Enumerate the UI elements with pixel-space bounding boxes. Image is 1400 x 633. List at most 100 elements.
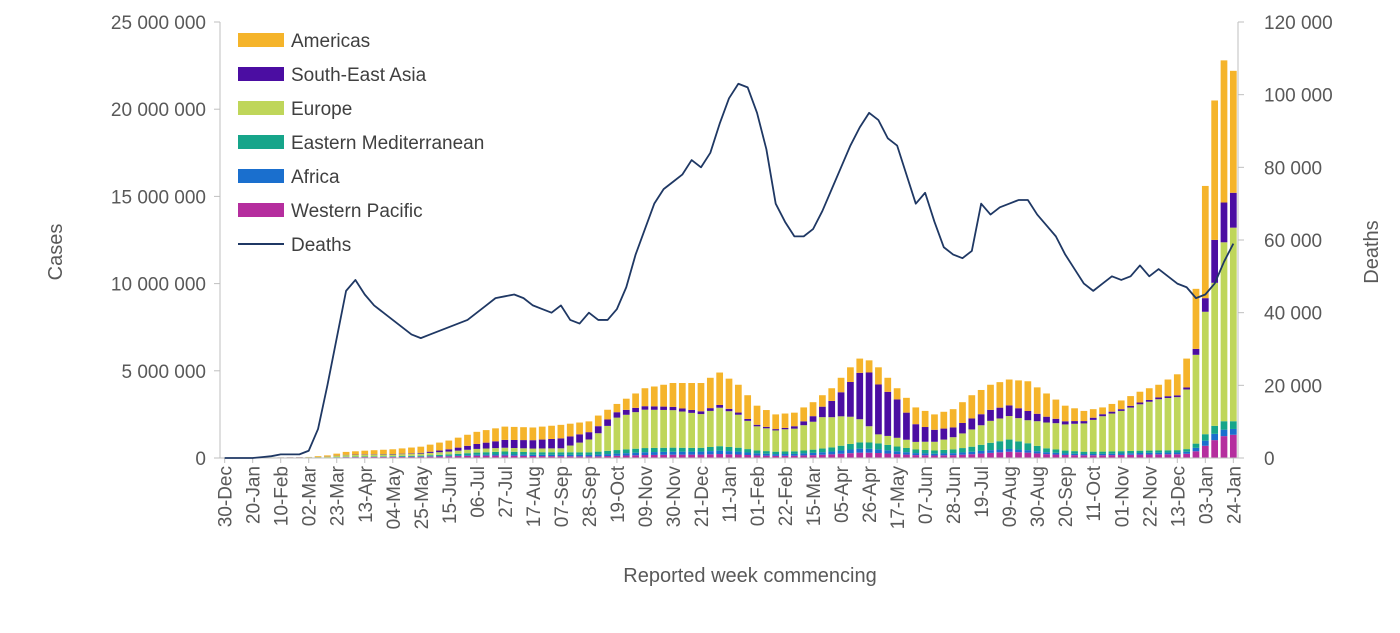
bar-europe-w69 [865,426,873,443]
bar-western-pacific-w74 [912,455,920,458]
bar-americas-w71 [884,377,892,392]
bar-europe-w42 [613,417,621,451]
bar-eastern-mediterranean-w51 [697,447,705,452]
bar-europe-w90 [1061,424,1069,451]
bar-europe-w89 [1052,423,1060,450]
bar-europe-w29 [492,448,499,452]
bar-western-pacific-w50 [688,454,695,458]
bar-western-pacific-w100 [1155,454,1162,458]
bar-western-pacific-w77 [940,455,948,458]
bar-africa-w72 [893,451,901,455]
bar-eastern-mediterranean-w87 [1033,445,1041,452]
bar-europe-w67 [847,416,854,444]
bar-eastern-mediterranean-w62 [800,450,808,454]
bar-africa-w82 [987,450,994,453]
y2-tick-label: 120 000 [1264,13,1333,34]
bar-eastern-mediterranean-w37 [566,452,574,455]
bar-europe-w19 [398,454,406,456]
bar-south-east-asia-w105 [1201,298,1209,312]
bar-south-east-asia-w21 [417,452,425,454]
bar-europe-w105 [1201,311,1209,435]
bar-europe-w76 [931,441,938,451]
bar-south-east-asia-w35 [548,438,555,449]
bar-western-pacific-w46 [650,454,658,458]
bar-europe-w37 [566,445,574,453]
bar-western-pacific-w28 [482,455,490,458]
bar-south-east-asia-w23 [436,450,443,453]
bar-americas-w33 [529,427,537,441]
bar-europe-w27 [473,448,481,453]
bar-western-pacific-w86 [1024,452,1032,458]
bar-western-pacific-w64 [819,454,826,458]
bar-europe-w36 [557,448,565,453]
bar-eastern-mediterranean-w90 [1061,450,1069,454]
bar-europe-w101 [1164,397,1172,451]
bar-africa-w103 [1183,451,1190,454]
bar-africa-w76 [931,453,938,456]
bar-eastern-mediterranean-w69 [865,442,873,449]
bar-africa-w85 [1015,449,1022,453]
x-tick-label: 20-Sep [1056,466,1077,527]
bar-south-east-asia-w101 [1164,396,1172,398]
bar-africa-w48 [669,451,677,455]
bar-eastern-mediterranean-w36 [557,452,565,455]
bar-africa-w94 [1099,453,1106,456]
bar-eastern-mediterranean-w100 [1155,450,1162,453]
bar-africa-w47 [660,451,667,455]
bar-americas-w37 [566,423,574,437]
bar-europe-w11 [324,456,331,458]
bar-western-pacific-w43 [622,455,630,458]
bar-eastern-mediterranean-w44 [632,448,639,453]
bar-americas-w44 [632,393,639,408]
bar-western-pacific-w48 [669,454,677,458]
bar-eastern-mediterranean-w95 [1108,451,1116,454]
bar-western-pacific-w21 [417,456,425,458]
x-tick-label: 27-Jul [496,466,517,518]
bar-americas-w38 [576,422,583,435]
bar-europe-w98 [1136,404,1144,451]
bar-americas-w40 [594,415,602,427]
bar-europe-w87 [1033,421,1041,446]
bar-eastern-mediterranean-w108 [1229,421,1237,429]
bar-eastern-mediterranean-w72 [893,446,901,452]
bar-western-pacific-w106 [1211,440,1219,458]
bar-africa-w59 [772,454,780,456]
bar-eastern-mediterranean-w68 [856,442,864,449]
bar-western-pacific-w56 [744,454,752,458]
bar-south-east-asia-w50 [688,409,695,413]
bar-eastern-mediterranean-w105 [1201,434,1209,441]
bar-europe-w64 [819,417,826,449]
bar-americas-w45 [641,388,649,407]
bar-europe-w30 [501,447,509,452]
bar-americas-w76 [931,414,938,430]
bar-europe-w17 [380,454,387,457]
bar-western-pacific-w41 [604,456,611,458]
bar-europe-w51 [697,414,705,448]
bar-europe-w52 [706,410,714,447]
bar-americas-w16 [370,450,378,455]
bar-south-east-asia-w45 [641,406,649,410]
bar-europe-w45 [641,409,649,449]
bar-eastern-mediterranean-w94 [1099,451,1106,454]
x-tick-label: 15-Jun [440,466,461,524]
x-tick-label: 23-Mar [328,465,349,526]
bar-eastern-mediterranean-w56 [744,449,752,453]
bar-south-east-asia-w55 [734,412,742,415]
bar-south-east-asia-w84 [1005,405,1013,417]
bar-europe-w28 [482,448,490,453]
bar-south-east-asia-w30 [501,439,509,448]
bar-western-pacific-w69 [865,452,873,458]
bar-south-east-asia-w37 [566,436,574,446]
bar-africa-w108 [1229,428,1237,435]
bar-western-pacific-w73 [903,454,910,458]
bar-south-east-asia-w97 [1127,405,1134,408]
bar-western-pacific-w58 [763,455,770,458]
bar-europe-w108 [1229,227,1237,422]
bar-western-pacific-w51 [697,454,705,458]
bar-europe-w38 [576,442,583,453]
bar-western-pacific-w98 [1136,454,1144,458]
bar-africa-w88 [1043,452,1050,455]
bar-south-east-asia-w38 [576,434,583,443]
bar-europe-w35 [548,448,555,453]
bar-south-east-asia-w62 [800,421,808,426]
